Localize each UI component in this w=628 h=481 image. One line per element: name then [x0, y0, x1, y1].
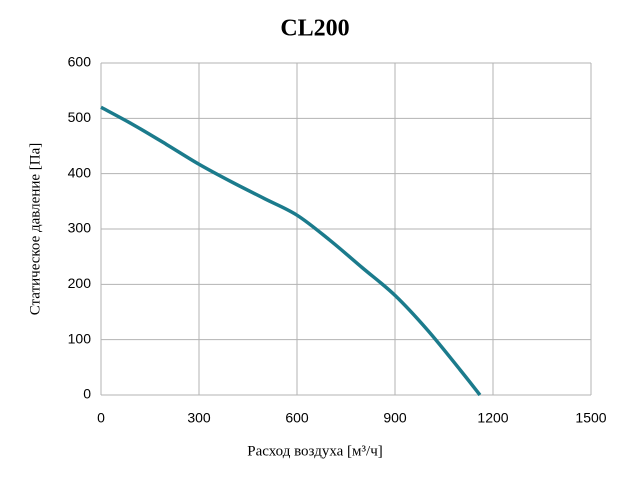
x-tick-label: 300 — [187, 410, 211, 426]
y-tick-label: 200 — [68, 275, 92, 291]
y-tick-label: 400 — [68, 164, 92, 180]
y-tick-label: 100 — [68, 330, 92, 346]
y-tick-label: 600 — [68, 54, 92, 70]
data-line — [100, 105, 482, 397]
y-axis-label: Статическое давление [Па] — [27, 143, 43, 316]
x-tick-label: 900 — [383, 410, 407, 426]
y-tick-label: 300 — [68, 220, 92, 236]
chart-title: CL200 — [280, 16, 349, 42]
x-tick-label: 1200 — [477, 410, 508, 426]
x-tick-label: 600 — [285, 410, 309, 426]
x-tick-label: 1500 — [575, 410, 606, 426]
y-tick-label: 500 — [68, 109, 92, 125]
x-axis-label: Расход воздуха [м³/ч] — [247, 443, 383, 459]
x-tick-label: 0 — [97, 410, 105, 426]
y-tick-label: 0 — [83, 386, 91, 402]
